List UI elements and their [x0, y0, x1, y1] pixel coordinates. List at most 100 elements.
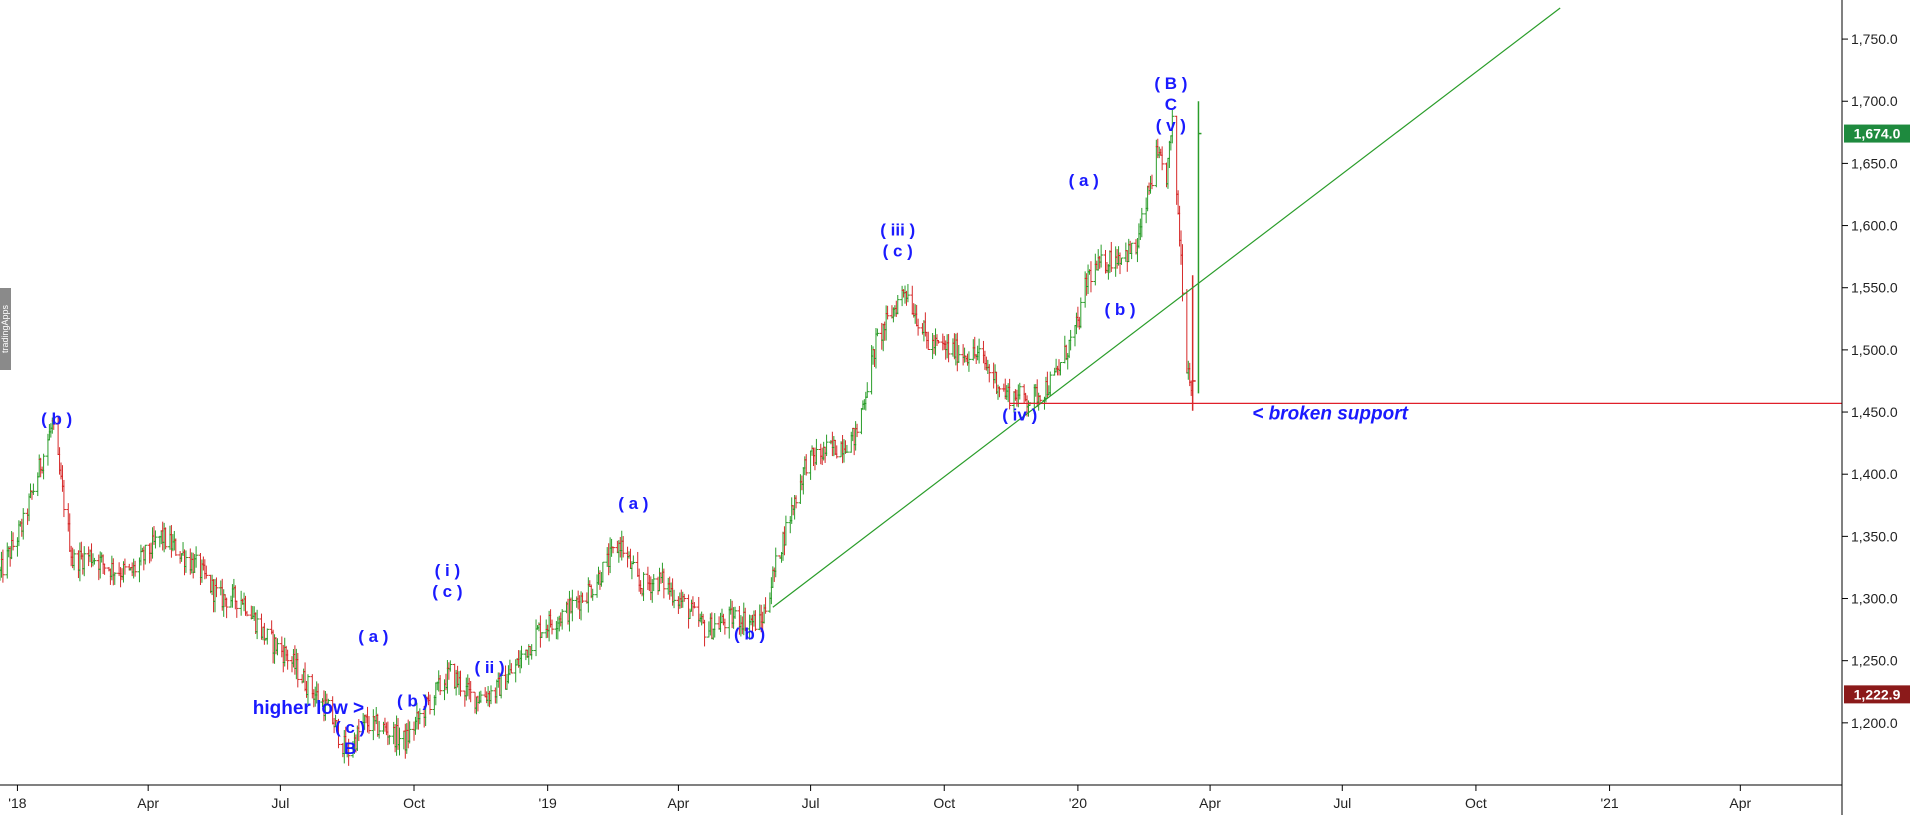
wave-label: ( c ) — [432, 582, 462, 601]
y-tick-label: 1,300.0 — [1851, 591, 1898, 607]
badge-label: 1,222.9 — [1854, 686, 1901, 702]
x-tick-label: Jul — [1333, 795, 1351, 811]
wave-label: ( iii ) — [880, 221, 915, 240]
ohlc-bar — [1170, 109, 1175, 144]
x-tick-label: Oct — [933, 795, 955, 811]
ohlc-bar — [539, 632, 544, 638]
x-tick-label: Apr — [1729, 795, 1751, 811]
wave-label: ( a ) — [618, 494, 648, 513]
y-tick-label: 1,750.0 — [1851, 31, 1898, 47]
ohlc-bar — [61, 479, 66, 518]
ohlc-bar — [651, 574, 656, 592]
ohlc-bar — [1007, 378, 1012, 410]
ohlc-bar — [956, 345, 961, 363]
wave-label: ( b ) — [397, 692, 428, 711]
x-tick-label: '19 — [539, 795, 557, 811]
ohlc-bar — [255, 609, 260, 640]
ohlc-bar — [865, 382, 870, 398]
ohlc-bar — [560, 609, 565, 630]
ohlc-bar — [1160, 146, 1165, 171]
ohlc-bar — [661, 568, 666, 599]
ohlc-bar — [926, 331, 931, 351]
ohlc-bar — [916, 318, 921, 336]
ohlc-bar — [417, 708, 422, 725]
ohlc-bar — [696, 596, 701, 627]
ohlc-bar — [509, 663, 514, 674]
wave-label: < broken support — [1252, 403, 1408, 424]
ohlc-bar — [468, 681, 473, 703]
ohlc-bar — [41, 453, 46, 480]
ohlc-bar — [753, 610, 758, 632]
ohlc-bar — [0, 549, 5, 583]
ohlc-bar — [987, 364, 992, 383]
badge-bg — [1844, 124, 1910, 143]
badge-label: 1,674.0 — [1854, 126, 1901, 142]
x-tick-label: Oct — [403, 795, 425, 811]
ohlc-bar — [1068, 329, 1073, 351]
ohlc-bar — [1099, 244, 1104, 268]
ohlc-bar — [1109, 241, 1114, 272]
wave-label: ( b ) — [41, 409, 72, 428]
ohlc-bar — [448, 660, 453, 672]
ohlc-bar — [895, 295, 900, 315]
wave-label: ( ii ) — [474, 658, 504, 677]
ohlc-bar — [794, 495, 799, 509]
ohlc-bar — [641, 572, 646, 601]
ohlc-bar — [1184, 289, 1189, 374]
low-marker-badge: 1,222.9 — [1844, 685, 1910, 704]
ohlc-bar — [773, 547, 778, 578]
ohlc-bar — [1139, 207, 1144, 238]
ohlc-bar — [112, 572, 117, 585]
ohlc-bar — [377, 720, 382, 739]
ohlc-bar — [997, 386, 1002, 398]
ohlc-bar — [529, 644, 534, 660]
ohlc-bar — [804, 454, 809, 476]
ohlc-bar — [163, 527, 168, 550]
y-tick-label: 1,200.0 — [1851, 715, 1898, 731]
ohlc-bar — [285, 649, 290, 670]
y-tick-label: 1,700.0 — [1851, 93, 1898, 109]
ohlc-bar — [550, 619, 555, 635]
ohlc-bar — [743, 607, 748, 632]
wave-label: ( i ) — [435, 561, 461, 580]
x-tick-label: Apr — [668, 795, 690, 811]
x-tick-label: '18 — [8, 795, 26, 811]
ohlc-bar — [173, 538, 178, 556]
ohlc-bar — [580, 592, 585, 603]
wave-label: ( a ) — [358, 627, 388, 646]
watermark-tab[interactable]: tradingApps — [0, 288, 11, 370]
y-tick-label: 1,550.0 — [1851, 280, 1898, 296]
ohlc-bar — [438, 675, 443, 696]
ohlc-bar — [855, 423, 860, 438]
ohlc-bar — [682, 593, 687, 602]
y-tick-label: 1,350.0 — [1851, 528, 1898, 544]
ohlc-bar — [51, 418, 56, 430]
ohlc-bar — [885, 305, 890, 320]
ohlc-bar — [234, 600, 239, 618]
y-tick-label: 1,250.0 — [1851, 653, 1898, 669]
ohlc-bar — [692, 602, 697, 609]
ohlc-bar — [407, 721, 412, 744]
ohlc-bar — [1149, 174, 1154, 190]
ohlc-bar — [427, 694, 432, 715]
ohlc-bar — [458, 670, 463, 697]
ohlc-bar — [275, 638, 280, 656]
ohlc-bar — [600, 561, 605, 583]
x-tick-label: '20 — [1069, 795, 1087, 811]
ohlc-bar-final — [1191, 275, 1196, 411]
ohlc-bar — [977, 338, 982, 364]
wave-label: ( c ) — [883, 242, 913, 261]
ohlc-bar — [631, 555, 636, 565]
ohlc-bar — [489, 685, 494, 705]
ohlc-bar — [733, 606, 738, 619]
ohlc-bar — [214, 577, 219, 598]
wave-label: ( c ) — [335, 718, 365, 737]
ohlc-bar — [397, 727, 402, 756]
ohlc-bar — [11, 532, 16, 551]
ohlc-bar — [824, 434, 829, 457]
ohlc-bar — [122, 558, 127, 575]
y-tick-label: 1,500.0 — [1851, 342, 1898, 358]
ohlc-bar — [783, 515, 788, 546]
y-axis: 1,200.0 1,250.0 1,300.0 1,350.0 1,400.0 1,450… — [1841, 0, 1910, 815]
